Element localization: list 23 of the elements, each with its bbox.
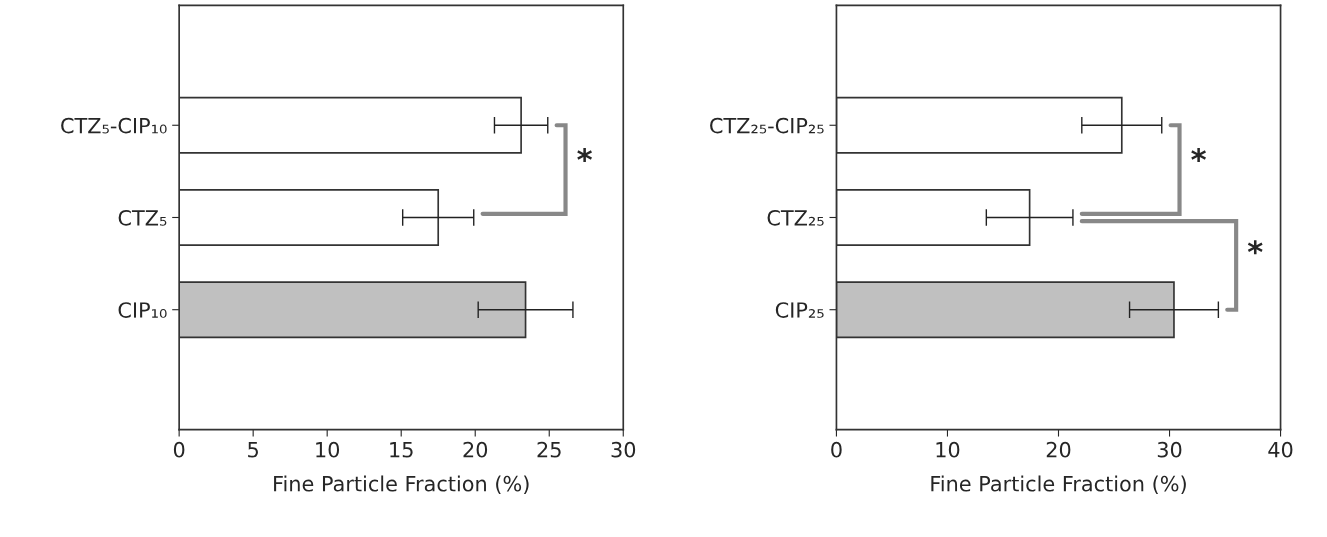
x-axis-title: Fine Particle Fraction (%) xyxy=(931,475,1186,495)
x-tick-label: 10 xyxy=(316,441,340,458)
x-tick-label: 30 xyxy=(611,441,636,458)
x-tick-label: 5 xyxy=(248,442,258,458)
x-tick-label: 20 xyxy=(1046,441,1071,458)
x-tick-label: 40 xyxy=(1268,441,1293,458)
y-tick-label: CTZ₅ xyxy=(118,209,167,226)
y-tick-label: CTZ₅-CIP₁₀ xyxy=(61,117,167,134)
x-tick-label: 25 xyxy=(537,441,561,458)
annotation: * xyxy=(577,147,592,163)
y-tick-label: CTZ₂₅ xyxy=(767,209,824,226)
x-tick-label: 10 xyxy=(936,441,960,458)
x-axis-title: Fine Particle Fraction (%) xyxy=(274,475,529,495)
y-tick-label: CIP₂₅ xyxy=(775,302,824,318)
x-tick-label: 0 xyxy=(831,441,842,458)
annotation: * xyxy=(1191,147,1206,163)
annotation: * xyxy=(1247,240,1263,255)
x-tick-label: 30 xyxy=(1157,441,1182,458)
x-tick-label: 15 xyxy=(390,442,413,458)
y-tick-label: CIP₁₀ xyxy=(118,302,167,318)
y-tick-label: CTZ₂₅-CIP₂₅ xyxy=(710,117,824,134)
x-tick-label: 0 xyxy=(173,441,185,458)
x-tick-label: 20 xyxy=(463,441,488,458)
